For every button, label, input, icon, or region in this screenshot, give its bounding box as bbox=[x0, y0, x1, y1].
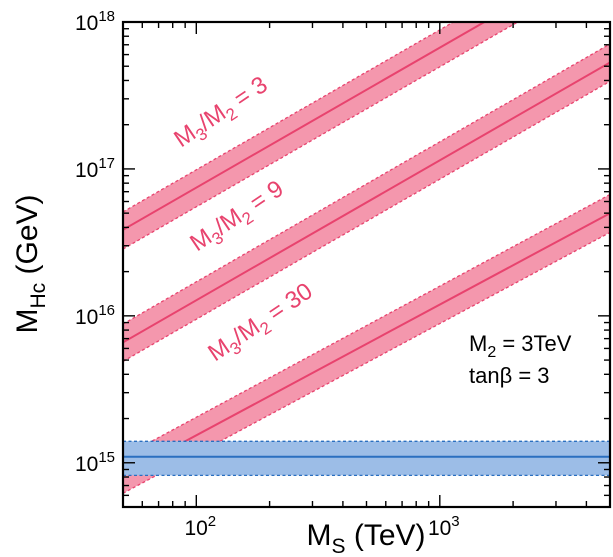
band-fill-3 bbox=[123, 441, 610, 476]
y-tick-label: 1015 bbox=[75, 449, 115, 476]
y-tick-label: 1017 bbox=[75, 155, 115, 182]
band-center-line-2 bbox=[123, 212, 610, 476]
band-lower-edge-2 bbox=[123, 231, 610, 494]
band-center-line-1 bbox=[123, 61, 610, 344]
y-tick-label: 1018 bbox=[75, 8, 115, 35]
bands-layer bbox=[123, 22, 610, 494]
ticks-layer bbox=[122, 21, 611, 508]
annotation-tanbeta: tanβ = 3 bbox=[469, 363, 550, 388]
x-tick-label: 102 bbox=[184, 513, 216, 540]
band-upper-edge-2 bbox=[123, 193, 610, 458]
band-upper-edge-1 bbox=[123, 43, 610, 325]
tick-labels-layer: 102 103 1015 1016 1017 1018 bbox=[75, 8, 460, 540]
band-lower-edge-1 bbox=[123, 80, 610, 362]
x-axis-title: MS (TeV) bbox=[306, 519, 425, 557]
y-tick-label: 1016 bbox=[75, 302, 115, 329]
band-center-line-0 bbox=[123, 22, 487, 231]
band-upper-edge-0 bbox=[123, 22, 455, 213]
x-tick-label: 103 bbox=[428, 513, 460, 540]
band-lower-edge-0 bbox=[123, 22, 519, 250]
y-axis-title: MHc (GeV) bbox=[11, 194, 50, 333]
annotation-m2: M2 = 3TeV bbox=[469, 331, 572, 361]
